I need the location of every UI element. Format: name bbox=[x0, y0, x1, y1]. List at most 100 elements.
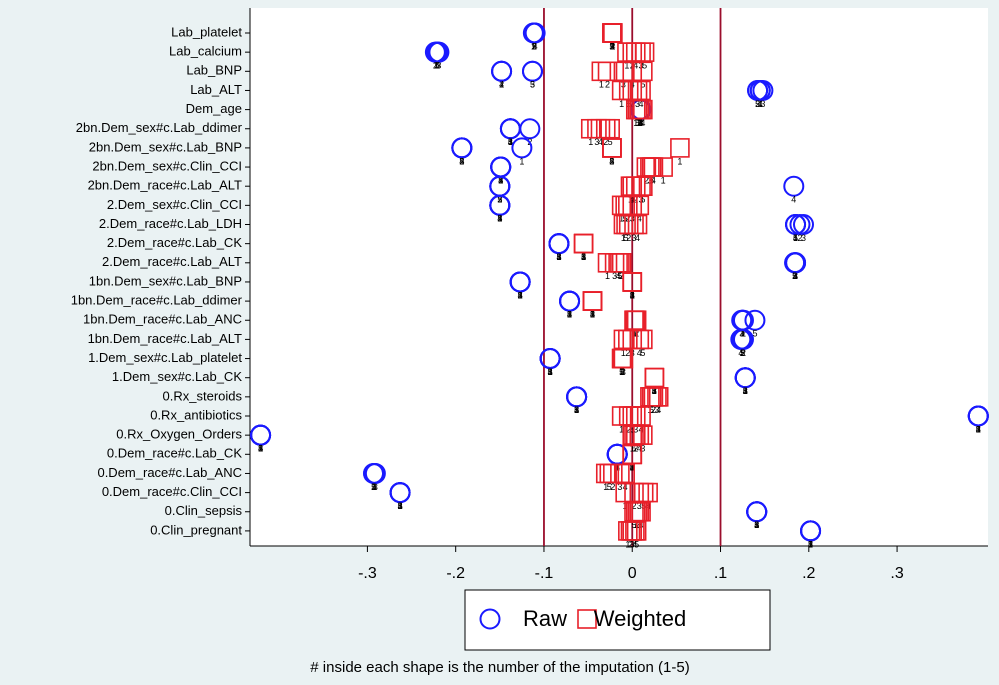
y-tick-label: Lab_BNP bbox=[186, 63, 242, 78]
imputation-label: 3 bbox=[637, 501, 642, 511]
imputation-label: 5 bbox=[640, 348, 645, 358]
imputation-label: 4 bbox=[630, 195, 635, 205]
raw-marker bbox=[491, 60, 513, 82]
imputation-label: 3 bbox=[652, 386, 657, 396]
imputation-label: 1 bbox=[603, 482, 608, 492]
weighted-marker bbox=[616, 214, 636, 235]
imputation-label: 1 bbox=[619, 367, 624, 377]
imputation-label: 4 bbox=[632, 539, 637, 549]
imputation-label: 4 bbox=[398, 501, 403, 511]
imputation-label: 1 bbox=[497, 195, 502, 205]
imputation-label: 3 bbox=[617, 482, 622, 492]
raw-marker bbox=[389, 482, 411, 504]
imputation-label: 4 bbox=[630, 463, 635, 473]
imputation-label: 5 bbox=[508, 137, 513, 147]
imputation-label: 3 bbox=[639, 118, 644, 128]
raw-marker bbox=[426, 41, 448, 63]
imputation-label: 4 bbox=[638, 118, 643, 128]
imputation-label: 1 bbox=[434, 61, 439, 71]
imputation-label: 4 bbox=[630, 290, 635, 300]
imputation-label: 4 bbox=[548, 367, 553, 377]
imputation-label: 3 bbox=[497, 195, 502, 205]
imputation-label: 3 bbox=[754, 520, 759, 530]
y-tick-label: 2bn.Dem_sex#c.Lab_BNP bbox=[89, 139, 242, 154]
imputation-label: 2 bbox=[609, 156, 614, 166]
imputation-label: 1 bbox=[632, 329, 637, 339]
y-tick-label: 2bn.Dem_sex#c.Clin_CCI bbox=[92, 158, 242, 173]
raw-marker bbox=[785, 214, 807, 235]
imputation-label: 4 bbox=[652, 386, 657, 396]
imputation-label: 1 bbox=[976, 424, 981, 434]
imputation-label: 1 bbox=[743, 386, 748, 396]
raw-marker bbox=[967, 405, 989, 427]
imputation-label: 4 bbox=[581, 252, 586, 262]
imputation-label: 3 bbox=[373, 482, 378, 492]
imputation-label: 3 bbox=[976, 424, 981, 434]
imputation-label: 4 bbox=[651, 175, 656, 185]
imputation-label: 4 bbox=[533, 41, 538, 51]
imputation-label: 4 bbox=[436, 61, 441, 71]
imputation-label: 4 bbox=[615, 463, 620, 473]
imputation-label: 2 bbox=[518, 290, 523, 300]
raw-marker bbox=[566, 386, 588, 408]
weighted-marker bbox=[597, 61, 618, 82]
imputation-label: 3 bbox=[630, 290, 635, 300]
imputation-label: 3 bbox=[609, 156, 614, 166]
legend-label: Weighted bbox=[594, 606, 687, 631]
imputation-label: 3 bbox=[621, 367, 626, 377]
imputation-label: 3 bbox=[739, 329, 744, 339]
imputation-label: 4 bbox=[609, 156, 614, 166]
raw-marker bbox=[489, 194, 511, 216]
imputation-label: 5 bbox=[743, 386, 748, 396]
y-tick-label: 2.Dem_race#c.Lab_CK bbox=[107, 235, 242, 250]
imputation-label: 1 bbox=[621, 348, 626, 358]
imputation-label: 2 bbox=[743, 386, 748, 396]
imputation-label: 5 bbox=[740, 348, 745, 358]
y-tick-label: 0.Rx_steroids bbox=[163, 388, 243, 403]
imputation-label: 1 bbox=[499, 80, 504, 90]
y-tick-label: 1.Dem_sex#c.Lab_CK bbox=[112, 369, 242, 384]
raw-marker bbox=[747, 79, 769, 101]
imputation-label: 5 bbox=[617, 271, 622, 281]
imputation-label: 5 bbox=[518, 290, 523, 300]
imputation-label: 2 bbox=[459, 156, 464, 166]
raw-marker bbox=[732, 328, 754, 350]
imputation-label: 3 bbox=[631, 233, 636, 243]
imputation-label: 2 bbox=[633, 195, 638, 205]
imputation-label: 4 bbox=[616, 271, 621, 281]
imputation-label: 2 bbox=[610, 482, 615, 492]
imputation-label: 5 bbox=[652, 386, 657, 396]
imputation-label: 1 bbox=[609, 41, 614, 51]
imputation-label: 1 bbox=[619, 424, 624, 434]
imputation-label: 2 bbox=[754, 520, 759, 530]
imputation-label: 2 bbox=[625, 348, 630, 358]
imputation-label: 5 bbox=[530, 80, 535, 90]
y-tick-label: 0.Clin_pregnant bbox=[150, 522, 242, 537]
y-tick-label: Dem_age bbox=[186, 101, 242, 116]
imputation-label: 2 bbox=[567, 309, 572, 319]
imputation-label: 2 bbox=[398, 501, 403, 511]
imputation-label: 5 bbox=[638, 118, 643, 128]
x-tick-label: .1 bbox=[714, 565, 727, 582]
imputation-label: 5 bbox=[619, 367, 624, 377]
imputation-label: 3 bbox=[581, 252, 586, 262]
imputation-label: 2 bbox=[808, 539, 813, 549]
imputation-label: 5 bbox=[459, 156, 464, 166]
imputation-label: 3 bbox=[518, 290, 523, 300]
imputation-label: 2 bbox=[651, 405, 656, 415]
imputation-label: 1 bbox=[567, 309, 572, 319]
imputation-label: 1 bbox=[793, 271, 798, 281]
x-tick-label: 0 bbox=[628, 565, 637, 582]
y-tick-label: 2bn.Dem_race#c.Lab_ALT bbox=[88, 178, 242, 193]
raw-marker bbox=[451, 137, 473, 159]
weighted-marker bbox=[615, 195, 635, 216]
imputation-label: 5 bbox=[581, 252, 586, 262]
imputation-label: 2 bbox=[499, 80, 504, 90]
imputation-label: 3 bbox=[760, 99, 765, 109]
weighted-marker bbox=[670, 138, 690, 158]
imputation-label: 2 bbox=[532, 41, 537, 51]
imputation-label: 1 bbox=[652, 386, 657, 396]
imputation-label: 2 bbox=[638, 118, 643, 128]
imputation-label: 3 bbox=[548, 367, 553, 377]
